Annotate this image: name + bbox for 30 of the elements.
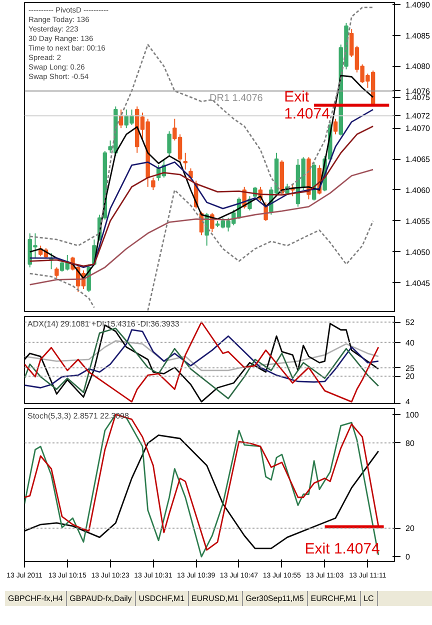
series-label: Exit 1.4074 xyxy=(284,88,330,123)
y-tick-label: 1.4070 xyxy=(406,124,431,134)
chart-title: ADX(14) 29.1081 +DI:15.4316 -DI:36.3933 xyxy=(28,320,180,328)
y-tick-label: 1.4080 xyxy=(406,62,431,72)
y-tick-label: 1.4090 xyxy=(406,0,431,10)
y-tick-label: 1.4045 xyxy=(406,278,431,288)
y-tick-label: 1.4065 xyxy=(406,155,431,164)
y-tick-label: 1.4050 xyxy=(406,248,431,257)
y-tick-label: 1.4060 xyxy=(406,186,431,195)
y-tick-label: 1.4076 xyxy=(406,86,431,96)
text: EURUSD,M1 xyxy=(188,591,243,606)
y-tick-label: 25 xyxy=(406,364,415,373)
y-tick-label: 1.4055 xyxy=(406,216,431,226)
y-tick-label: 0 xyxy=(406,552,410,562)
text: USDCHF,M1 xyxy=(136,591,189,606)
y-tick-label: 1.4085 xyxy=(406,31,431,40)
text: Ger30Sep11,M5 xyxy=(242,591,308,606)
text: LC xyxy=(360,591,378,606)
y-tick-label: 1.4072 xyxy=(406,112,431,121)
y-tick-label: 100 xyxy=(406,410,420,420)
ref-line-label: DR1 1.4076 xyxy=(210,92,264,104)
text: GBPCHF-fx,H4 xyxy=(5,591,67,606)
y-tick-label: 20 xyxy=(406,524,415,534)
y-tick-label: 52 xyxy=(406,318,415,328)
y-tick-label: 40 xyxy=(406,338,415,348)
text: EURCHF,M1 xyxy=(308,591,361,606)
y-tick-label: 1.4075 xyxy=(406,93,431,102)
y-tick-label: 80 xyxy=(406,438,415,448)
y-tick-label: 20 xyxy=(406,372,415,382)
text: GBPAUD-fx,Daily xyxy=(66,591,136,606)
